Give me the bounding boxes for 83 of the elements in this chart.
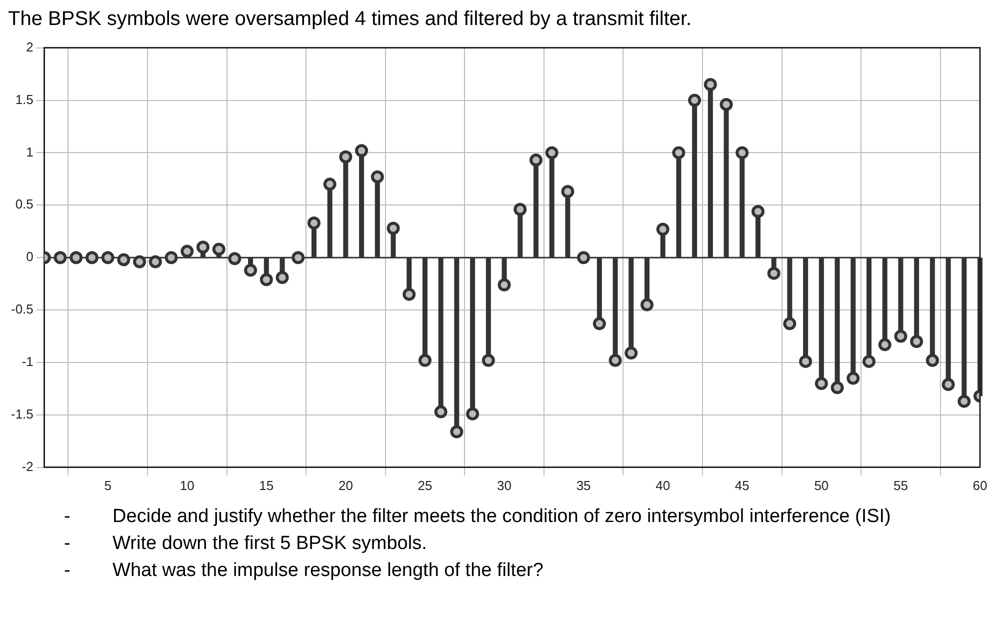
point [688, 94, 702, 107]
point [323, 178, 336, 191]
point [894, 330, 908, 343]
point [672, 146, 686, 160]
x-tick-label: 20 [338, 478, 353, 493]
text: - What was the impulse response length of the filter? [64, 559, 544, 583]
point [180, 244, 194, 258]
point [386, 222, 400, 235]
point [418, 354, 432, 367]
point [101, 251, 114, 264]
point [926, 354, 939, 367]
y-tick-label: 0.5 [15, 196, 34, 212]
point [482, 354, 495, 367]
point [402, 288, 416, 301]
point [830, 381, 844, 394]
x-tick-label: 35 [576, 478, 591, 493]
point [577, 251, 590, 264]
point [164, 251, 178, 264]
point [148, 255, 162, 268]
text: - Write down the first 5 BPSK symbols. [64, 532, 428, 556]
x-tick-label: 15 [259, 478, 274, 493]
point [260, 273, 273, 286]
y-tick-label: 1 [26, 144, 34, 160]
point [117, 253, 130, 266]
x-tick-label: 30 [497, 478, 512, 493]
y-tick-label: 0 [26, 249, 34, 264]
x-tick-label: 45 [734, 478, 750, 493]
point [244, 264, 258, 277]
point [942, 378, 955, 392]
x-tick-label: 25 [418, 478, 432, 493]
point [498, 278, 511, 292]
point [276, 271, 289, 284]
point [814, 376, 828, 390]
point [196, 240, 210, 254]
point [434, 405, 448, 418]
x-tick-label: 5 [104, 478, 112, 493]
point [450, 425, 464, 438]
point [339, 150, 352, 164]
point [736, 146, 749, 160]
point [292, 251, 305, 264]
point [878, 338, 892, 352]
text: - Decide and justify whether the filter meets the condition of zero intersymbol interference (ISI) [64, 505, 892, 529]
point [799, 354, 812, 368]
y-tick-label: -1 [22, 354, 34, 370]
y-tick-label: 2 [26, 39, 34, 54]
point [545, 146, 558, 160]
point [133, 255, 146, 268]
y-tick-label: 1.5 [15, 92, 34, 107]
point [561, 185, 574, 198]
point [704, 78, 717, 92]
point [466, 407, 480, 420]
y-tick-label: -0.5 [10, 302, 34, 317]
point [85, 251, 98, 264]
point [846, 372, 860, 385]
point [767, 266, 780, 280]
point [608, 354, 622, 367]
point [212, 242, 226, 256]
x-tick-label: 50 [814, 478, 829, 493]
point [720, 98, 733, 111]
point [70, 251, 83, 264]
point [307, 216, 320, 230]
x-tick-label: 60 [972, 478, 988, 493]
point [958, 394, 971, 408]
point [862, 354, 876, 368]
point [751, 204, 764, 218]
point [370, 170, 384, 184]
y-tick-label: -2 [22, 458, 34, 474]
x-tick-label: 40 [656, 478, 670, 493]
x-tick-label: 55 [893, 478, 908, 493]
point [54, 251, 67, 264]
point [656, 222, 670, 236]
point [529, 154, 542, 167]
point [640, 298, 654, 312]
point [624, 346, 638, 360]
x-tick-label: 10 [180, 478, 194, 493]
point [592, 317, 606, 330]
chart-title: The BPSK symbols were oversampled 4 times and filtered by a transmit filter. [8, 8, 693, 31]
y-tick-label: -1.5 [10, 406, 34, 422]
point [910, 335, 924, 348]
point [514, 202, 527, 216]
point [228, 252, 242, 266]
point [783, 317, 796, 330]
point [355, 144, 368, 158]
